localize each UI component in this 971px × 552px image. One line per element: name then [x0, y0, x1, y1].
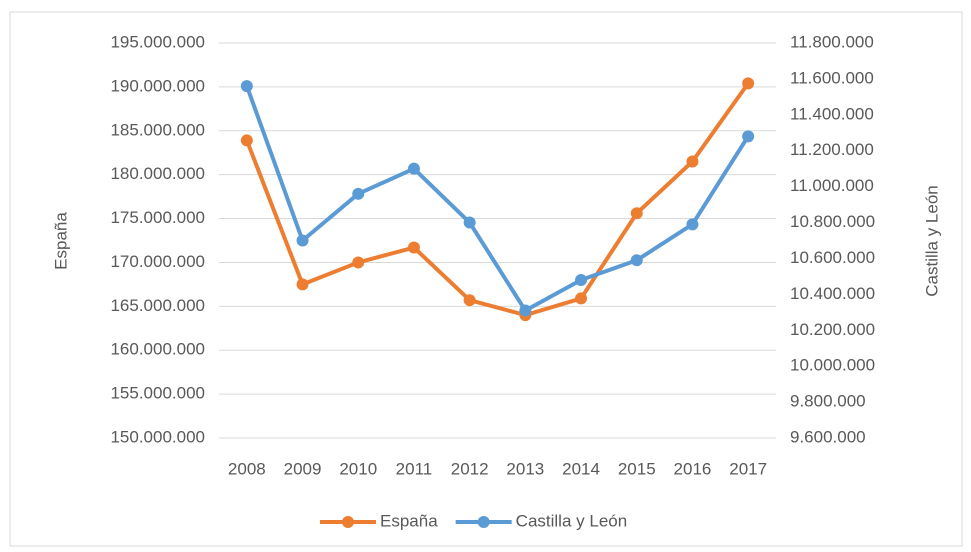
y2-axis-title: Castilla y León	[922, 185, 941, 297]
y2-tick-label: 10.600.000	[790, 248, 875, 267]
data-point	[463, 294, 476, 307]
x-tick-label: 2010	[339, 459, 377, 478]
data-point	[686, 218, 699, 231]
data-point	[352, 256, 365, 269]
y2-tick-label: 9.600.000	[790, 427, 866, 446]
y2-tick-label: 11.800.000	[790, 32, 874, 51]
x-tick-label: 2016	[674, 459, 712, 478]
x-tick-label: 2013	[506, 459, 544, 478]
legend-label: España	[380, 511, 438, 530]
y-tick-label: 160.000.000	[110, 340, 205, 359]
y-tick-label: 190.000.000	[110, 76, 205, 95]
y2-tick-label: 10.400.000	[790, 284, 875, 303]
series-line	[244, 85, 750, 313]
y-tick-label: 155.000.000	[110, 384, 205, 403]
x-tick-label: 2014	[562, 459, 600, 478]
y2-tick-label: 11.600.000	[790, 68, 874, 87]
y-tick-label: 175.000.000	[110, 208, 205, 227]
x-tick-label: 2011	[396, 459, 433, 478]
y-tick-label: 170.000.000	[110, 252, 205, 271]
data-point	[352, 187, 365, 200]
x-tick-label: 2009	[284, 459, 322, 478]
data-point	[519, 304, 532, 317]
y-axis-title: España	[51, 212, 70, 270]
y-tick-label: 150.000.000	[110, 427, 205, 446]
y2-tick-label: 11.200.000	[790, 140, 874, 159]
legend-marker	[477, 516, 490, 528]
y2-tick-label: 11.400.000	[790, 104, 874, 123]
y-tick-label: 195.000.000	[110, 32, 205, 51]
data-point	[575, 274, 588, 286]
data-point	[240, 80, 253, 93]
x-tick-label: 2015	[618, 459, 656, 478]
data-point	[630, 207, 643, 220]
data-point	[742, 130, 755, 143]
data-point	[630, 254, 643, 267]
x-tick-label: 2008	[228, 459, 266, 478]
y2-tick-label: 10.000.000	[790, 356, 875, 375]
y2-tick-label: 11.000.000	[790, 176, 874, 195]
y-tick-label: 185.000.000	[110, 120, 205, 139]
y2-tick-label: 9.800.000	[790, 392, 866, 411]
series-line	[244, 82, 750, 318]
data-point	[463, 216, 476, 229]
data-point	[296, 234, 309, 247]
y2-tick-label: 10.800.000	[790, 212, 875, 231]
data-point	[407, 162, 420, 175]
y-tick-label: 165.000.000	[110, 296, 205, 315]
y2-tick-label: 10.200.000	[790, 320, 875, 339]
data-point	[407, 241, 420, 254]
data-point	[296, 278, 309, 291]
data-point	[240, 134, 253, 147]
legend-marker	[342, 516, 354, 528]
data-point	[575, 292, 588, 305]
x-tick-label: 2012	[451, 459, 489, 478]
x-tick-label: 2017	[729, 459, 767, 478]
y-tick-label: 180.000.000	[110, 164, 205, 183]
data-point	[686, 155, 699, 168]
legend-label: Castilla y León	[516, 511, 628, 530]
data-point	[742, 77, 755, 90]
chart-border	[9, 11, 963, 547]
